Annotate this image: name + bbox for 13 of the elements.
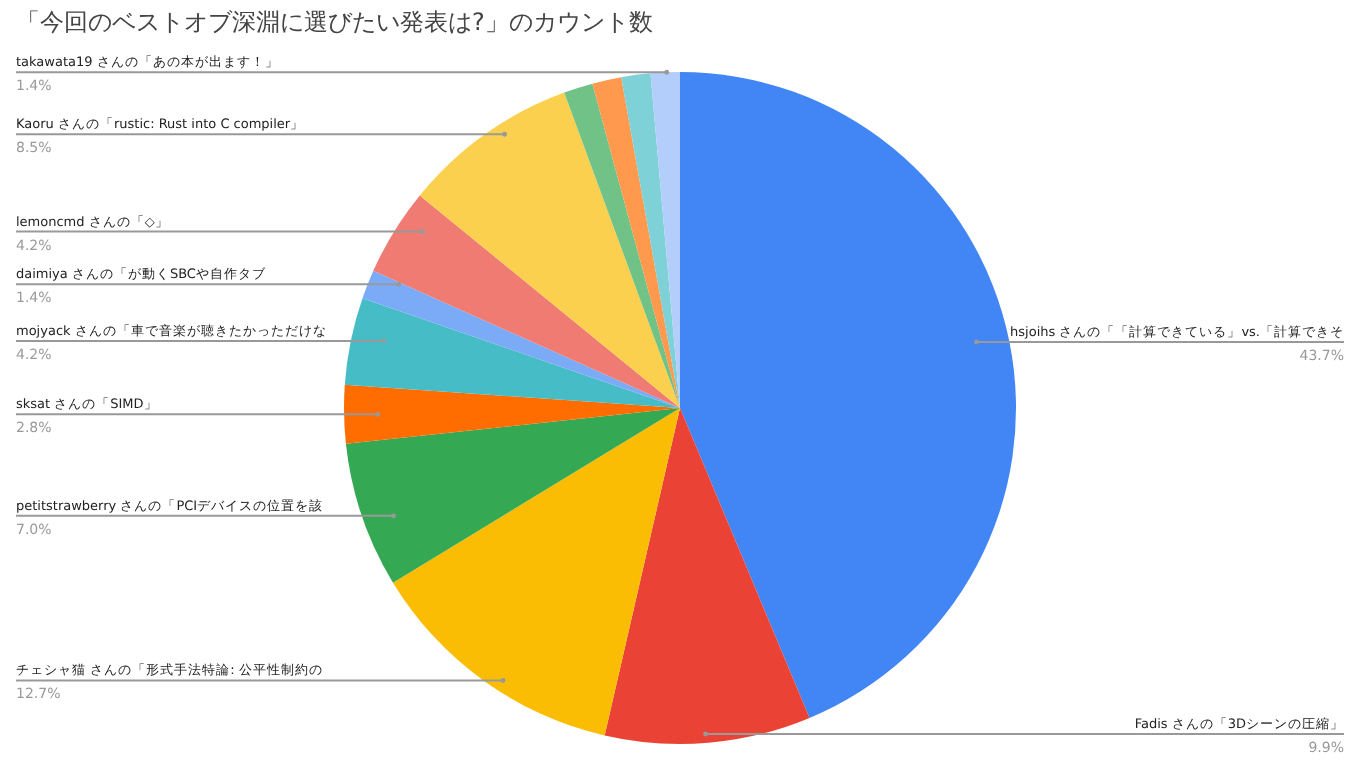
chart-title: 「今回のベストオブ深淵に選びたい発表は?」のカウント数 <box>16 8 653 36</box>
pie-slice <box>392 408 680 736</box>
pie-slice <box>344 384 680 444</box>
pie-slice <box>621 73 680 408</box>
pie-slice <box>419 92 680 408</box>
pie-slice <box>345 408 680 583</box>
pie-slice <box>344 298 680 408</box>
pie-slice <box>592 77 680 408</box>
pie-slice <box>373 195 680 408</box>
pie-slice <box>564 83 680 408</box>
pie-slice <box>362 270 680 408</box>
pie-slice <box>650 72 680 408</box>
pie-slice <box>604 408 810 744</box>
